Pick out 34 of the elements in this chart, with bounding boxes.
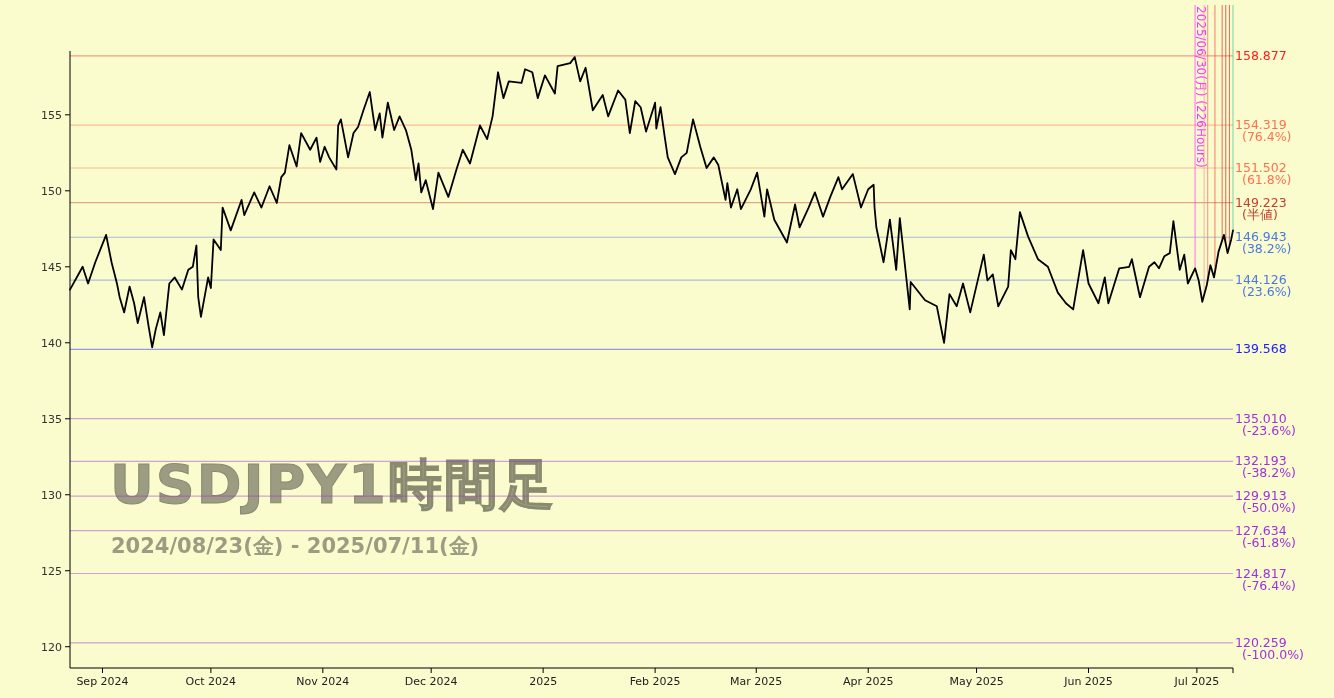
x-tick-label: Dec 2024 [404, 675, 458, 688]
x-tick-label: Apr 2025 [842, 675, 894, 688]
x-tick-label: Mar 2025 [730, 675, 783, 688]
ref-line-label: 146.943 (38.2%) [1235, 229, 1292, 257]
ref-line-label: 151.502 (61.8%) [1235, 159, 1292, 187]
y-tick-label: 155 [41, 108, 62, 122]
y-tick-label: 145 [41, 260, 62, 274]
x-tick-label: 2025 [529, 675, 558, 688]
y-tick-label: 130 [41, 488, 62, 502]
ref-line-label: 129.913 (-50.0%) [1235, 488, 1296, 516]
ref-line-label: 124.817 (-76.4%) [1235, 565, 1296, 593]
ref-line-label: 154.319 (76.4%) [1235, 117, 1292, 145]
ref-line-label: 144.126 (23.6%) [1235, 272, 1292, 300]
x-tick-label: Oct 2024 [185, 675, 237, 688]
y-tick-label: 120 [41, 640, 62, 654]
ref-line-label: 127.634 (-61.8%) [1235, 522, 1296, 550]
x-tick-label: Jun 2025 [1063, 675, 1113, 688]
y-tick-label: 135 [41, 412, 62, 426]
ref-line-label: 132.193 (-38.2%) [1235, 453, 1296, 481]
ref-line-label: 158.877 [1235, 47, 1287, 63]
y-tick-label: 140 [41, 336, 62, 350]
x-tick-label: May 2025 [949, 675, 1004, 688]
ref-line-label: 139.568 [1235, 341, 1287, 357]
y-tick-label: 150 [41, 184, 62, 198]
x-tick-label: Sep 2024 [76, 675, 129, 688]
ref-line-label: 2025/06/30(月) (226Hours) [1194, 6, 1209, 168]
x-tick-label: Nov 2024 [296, 675, 350, 688]
y-tick-label: 125 [41, 564, 62, 578]
x-tick-label: Jul 2025 [1173, 675, 1220, 688]
ref-line-label: 135.010 (-23.6%) [1235, 410, 1296, 438]
ref-line-label: 120.259 (-100.0%) [1235, 634, 1304, 662]
text: 2024/08/23(金) - 2025/07/11(金) [111, 534, 480, 558]
ref-line-label: 149.223 (半値) [1235, 194, 1287, 222]
x-tick-label: Feb 2025 [629, 675, 681, 688]
